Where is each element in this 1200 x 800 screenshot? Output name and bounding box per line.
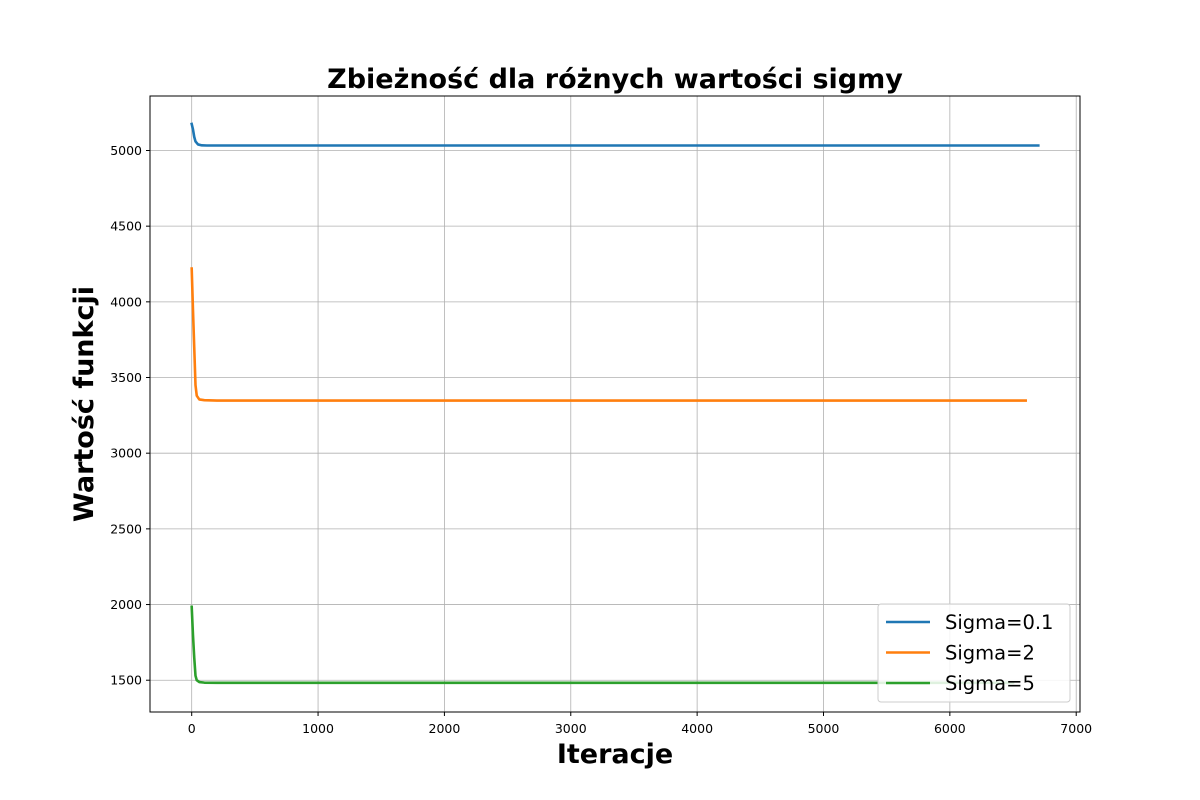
plot-frame [149, 95, 1081, 713]
series-lines [190, 122, 1040, 685]
series-line-3 [190, 605, 1015, 685]
series-line-1 [190, 122, 1040, 147]
x-tick-label: 3000 [555, 721, 587, 736]
y-tick-label: 2500 [110, 521, 142, 536]
legend-label-2: Sigma=2 [945, 642, 1035, 665]
series-line-2 [190, 267, 1027, 402]
legend-label-3: Sigma=5 [945, 672, 1035, 695]
legend: Sigma=0.1 Sigma=2 Sigma=5 [877, 603, 1071, 703]
x-tick-label: 1000 [302, 721, 334, 736]
y-tick-label: 3500 [110, 370, 142, 385]
ticks: 0 1000 2000 3000 4000 5000 6000 7000 1500 2000 250… [110, 143, 1092, 736]
y-tick-label: 4500 [110, 219, 142, 234]
x-tick-label: 0 [188, 721, 196, 736]
grid [150, 96, 1080, 712]
y-tick-label: 3000 [110, 446, 142, 461]
y-tick-label: 1500 [110, 673, 142, 688]
x-axis-label: Iteracje [557, 739, 673, 770]
y-axis-label: Wartość funkcji [69, 286, 100, 522]
y-tick-label: 5000 [110, 143, 142, 158]
legend-box [877, 603, 1071, 703]
y-tick-label: 4000 [110, 294, 142, 309]
chart-title: Zbieżność dla różnych wartości sigmy [327, 64, 903, 95]
x-tick-label: 7000 [1060, 721, 1092, 736]
x-tick-label: 4000 [681, 721, 713, 736]
y-tick-label: 2000 [110, 597, 142, 612]
x-tick-label: 2000 [429, 721, 461, 736]
legend-label-1: Sigma=0.1 [945, 611, 1053, 634]
x-tick-label: 5000 [808, 721, 840, 736]
x-tick-label: 6000 [934, 721, 966, 736]
